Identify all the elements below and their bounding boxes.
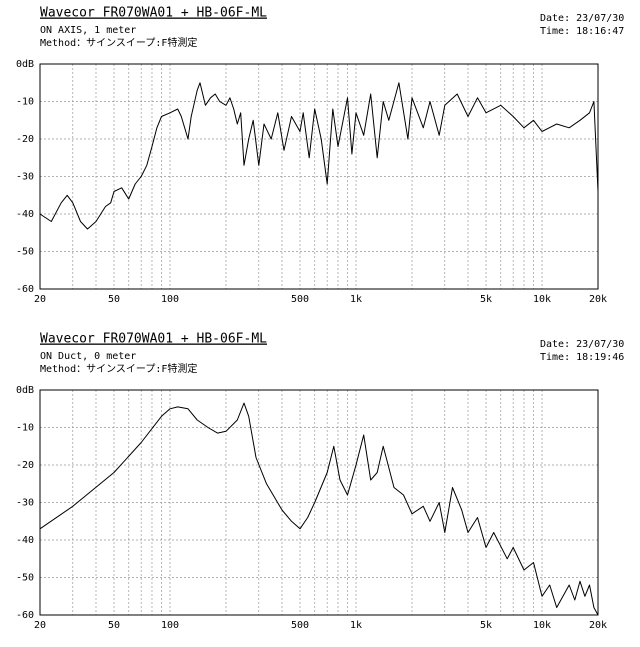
plot-frame [39,389,599,616]
response-line [39,402,599,616]
y-tick-label: -50 [16,247,34,258]
time: Time: 18:19:46 [540,352,624,363]
x-tick-label: 20 [34,620,46,631]
y-tick-label: -60 [16,284,34,295]
subtitle: ON AXIS, 1 meter [40,25,136,36]
plot-frame [39,63,599,290]
date: Date: 23/07/30 [540,339,624,350]
y-tick-label: -10 [16,97,34,108]
x-tick-label: 10k [533,294,551,305]
y-tick-label: -30 [16,172,34,183]
subtitle: ON Duct, 0 meter [40,351,136,362]
y-tick-label: -40 [16,535,34,546]
y-tick-label: 0dB [16,385,34,396]
date: Date: 23/07/30 [540,13,624,24]
x-tick-label: 50 [108,620,120,631]
y-tick-label: -40 [16,209,34,220]
x-tick-label: 500 [291,294,309,305]
x-tick-label: 100 [161,294,179,305]
x-tick-label: 1k [350,294,362,305]
y-tick-label: -50 [16,573,34,584]
method: Method：サインスイープ:F特測定 [40,36,197,49]
response-line [39,82,599,230]
x-tick-label: 20k [589,294,607,305]
y-tick-label: -30 [16,498,34,509]
x-tick-label: 10k [533,620,551,631]
x-tick-label: 20 [34,294,46,305]
chart-title: Wavecor FR070WA01 + HB-06F-ML [40,6,267,21]
x-tick-label: 5k [480,620,492,631]
y-tick-label: 0dB [16,59,34,70]
y-tick-label: -60 [16,610,34,621]
y-tick-label: -20 [16,460,34,471]
x-tick-label: 20k [589,620,607,631]
x-tick-label: 100 [161,620,179,631]
x-tick-label: 5k [480,294,492,305]
x-tick-label: 50 [108,294,120,305]
x-tick-label: 1k [350,620,362,631]
method: Method：サインスイープ:F特測定 [40,362,197,375]
x-tick-label: 500 [291,620,309,631]
time: Time: 18:16:47 [540,26,624,37]
chart-title: Wavecor FR070WA01 + HB-06F-ML [40,332,267,347]
y-tick-label: -10 [16,423,34,434]
y-tick-label: -20 [16,134,34,145]
